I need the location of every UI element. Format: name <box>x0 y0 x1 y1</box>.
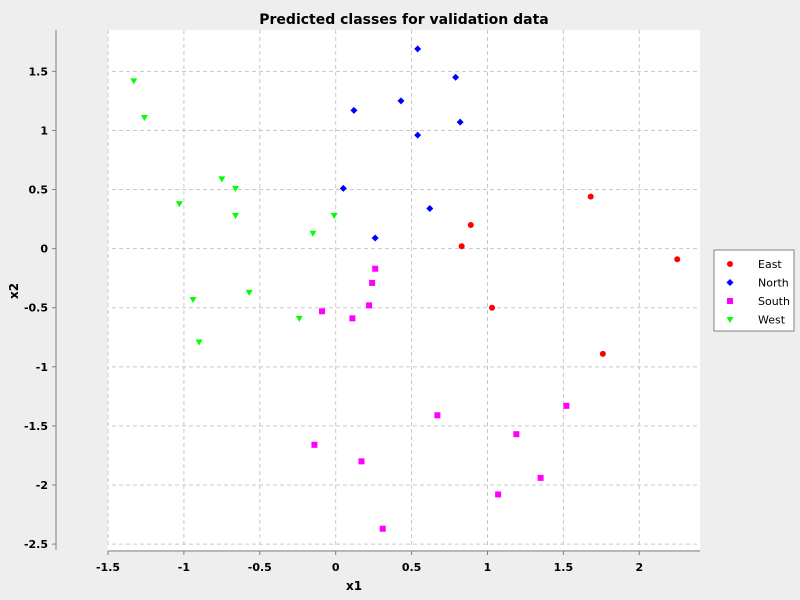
data-point-north <box>350 106 358 114</box>
x-tick-label: -0.5 <box>248 561 272 574</box>
y-tick-label: -0.5 <box>24 302 48 315</box>
legend-label-east: East <box>758 258 782 271</box>
data-point-south <box>513 431 520 438</box>
data-point-north <box>371 234 379 242</box>
legend-label-west: West <box>758 314 786 327</box>
data-point-south <box>537 474 544 481</box>
y-tick-label: -2 <box>36 479 48 492</box>
y-axis-title: x2 <box>7 283 21 299</box>
data-point-west <box>218 176 226 183</box>
data-point-north <box>414 131 422 139</box>
data-point-west <box>232 213 240 220</box>
data-point-south <box>372 265 379 272</box>
data-point-north <box>397 97 405 105</box>
data-point-east <box>458 243 465 250</box>
chart-title: Predicted classes for validation data <box>259 12 548 28</box>
data-point-east <box>467 222 474 228</box>
data-point-south <box>563 402 570 409</box>
x-tick-label: 0.5 <box>402 561 422 574</box>
data-point-east <box>674 256 681 263</box>
data-point-west <box>195 339 203 346</box>
data-point-west <box>130 78 138 85</box>
data-point-south <box>349 315 356 322</box>
data-point-north <box>456 118 464 126</box>
data-point-north <box>426 204 434 212</box>
x-tick-label: 1 <box>484 561 492 574</box>
data-point-north <box>339 184 347 192</box>
data-point-south <box>495 491 502 498</box>
y-tick-label: 1 <box>40 124 48 137</box>
y-tick-label: 0 <box>40 243 48 256</box>
x-axis-title: x1 <box>346 579 362 593</box>
y-tick-label: -2.5 <box>24 538 48 551</box>
plot-area <box>108 30 700 550</box>
data-point-south <box>319 308 326 315</box>
data-point-south <box>366 302 373 309</box>
data-point-west <box>175 201 183 208</box>
x-tick-label: 0 <box>332 561 340 574</box>
data-point-west <box>189 296 197 303</box>
x-tick-label: -1.5 <box>96 561 120 574</box>
data-point-north <box>452 73 460 81</box>
legend-marker-north <box>726 279 734 286</box>
data-point-south <box>369 279 376 286</box>
legend-marker-west <box>726 317 734 323</box>
legend-label-north: North <box>758 277 789 290</box>
y-tick-label: 1.5 <box>29 65 49 78</box>
data-point-south <box>311 441 318 448</box>
axes: -1.5 -1 -0.5 0 0.5 1 1.5 2 1.5 1 0.5 0 -0.5 -1 -1.5 -2 -… <box>24 30 700 574</box>
y-tick-label: -1.5 <box>24 420 48 433</box>
data-point-south <box>379 525 386 532</box>
data-point-east <box>599 350 606 357</box>
data-point-south <box>358 458 365 465</box>
x-tick-label: 1.5 <box>554 561 574 574</box>
data-point-east <box>587 193 594 200</box>
data-point-west <box>140 114 148 121</box>
data-point-west <box>295 315 303 322</box>
legend-label-south: South <box>758 295 790 308</box>
legend: East North South West <box>713 249 795 332</box>
data-point-west <box>245 289 253 296</box>
data-point-east <box>489 304 496 311</box>
data-point-west <box>330 213 338 220</box>
data-points <box>130 45 681 532</box>
data-point-west <box>309 230 317 237</box>
x-tick-label: 2 <box>635 561 643 574</box>
x-tick-label: -1 <box>178 561 190 574</box>
grid <box>107 30 700 546</box>
data-point-west <box>232 185 240 192</box>
legend-marker-south <box>727 298 733 304</box>
data-point-south <box>434 412 441 419</box>
data-point-north <box>414 45 422 53</box>
y-tick-label: -1 <box>36 361 48 374</box>
legend-marker-east <box>727 261 733 267</box>
y-tick-label: 0.5 <box>29 184 49 197</box>
